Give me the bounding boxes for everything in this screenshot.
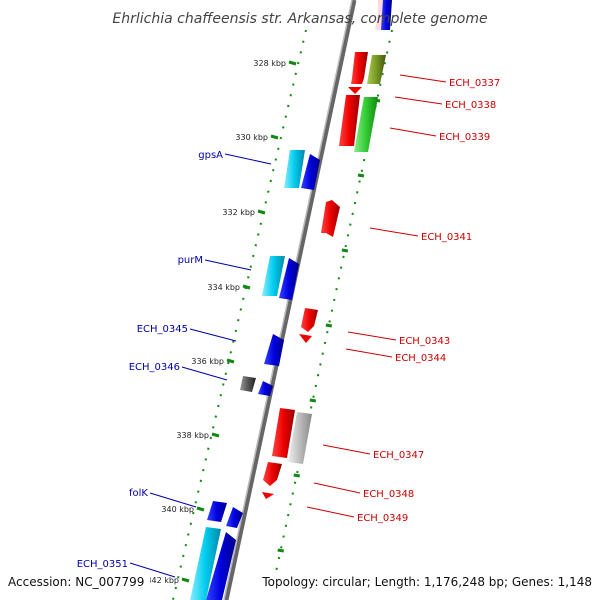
gene-purM[interactable]: [279, 258, 299, 300]
gene-purM-cyan[interactable]: [262, 256, 285, 296]
scale-tick: [181, 577, 190, 583]
scale-tick: [257, 209, 266, 215]
label-ech-0347[interactable]: ECH_0347: [373, 450, 424, 461]
left-gene-labels: gpsA purM ECH_0345 ECH_0346 folK ECH_035…: [77, 150, 223, 570]
scale-tick: [288, 60, 297, 66]
scale-label: 336 kbp: [191, 357, 224, 366]
gene-gpsA-cyan[interactable]: [284, 150, 305, 188]
scale-tick: [211, 432, 220, 438]
scale-label: 334 kbp: [207, 283, 240, 292]
gene-ech-0345[interactable]: [264, 334, 284, 366]
gene-ech-0351-cyan[interactable]: [190, 527, 221, 600]
genome-summary: Topology: circular; Length: 1,176,248 bp…: [261, 575, 592, 589]
label-gpsA[interactable]: gpsA: [198, 150, 223, 161]
scale-label: 328 kbp: [253, 59, 286, 68]
gene-ech-0337b[interactable]: [367, 55, 386, 84]
forward-genes: [262, 0, 392, 499]
gene-ech-0337[interactable]: [351, 52, 368, 84]
gene-ech-0348[interactable]: [263, 462, 282, 486]
gene-ech-0347b[interactable]: [288, 412, 312, 464]
label-ech-0346[interactable]: ECH_0346: [129, 362, 180, 373]
gene-ech-0341[interactable]: [321, 200, 340, 237]
footer-backdrop-left: [0, 571, 150, 593]
scale-label: 340 kbp: [161, 505, 194, 514]
major-ticks: [181, 60, 381, 583]
gene-ech-0351[interactable]: [206, 532, 236, 600]
gene-ech-0347a[interactable]: [272, 408, 295, 458]
gene-top-blue[interactable]: [381, 0, 392, 30]
genome-backbone-highlight: [223, 0, 353, 600]
minor-tick: [309, 398, 317, 403]
reverse-genes: [190, 150, 320, 600]
minor-tick: [325, 323, 333, 328]
gene-ech-0338[interactable]: [348, 87, 362, 94]
scale-label: 338 kbp: [176, 431, 209, 440]
accession-text: Accession: NC_007799: [8, 575, 144, 589]
right-leader-lines: [306, 74, 447, 518]
label-ech-0338[interactable]: ECH_0338: [445, 100, 496, 111]
label-ech-0345[interactable]: ECH_0345: [137, 324, 188, 335]
scale-labels: 328 kbp 330 kbp 332 kbp 334 kbp 336 kbp 338 k…: [146, 59, 286, 585]
scale-tick: [242, 284, 251, 290]
label-ech-0343[interactable]: ECH_0343: [399, 336, 450, 347]
right-gene-labels: ECH_0337 ECH_0338 ECH_0339 ECH_0341 ECH_…: [357, 78, 500, 524]
label-ech-0351[interactable]: ECH_0351: [77, 559, 128, 570]
genome-backbone: [223, 0, 357, 600]
gene-ech-0339b[interactable]: [354, 97, 378, 152]
minor-tick: [293, 473, 301, 478]
scale-tick: [196, 506, 205, 512]
left-leader-lines: [129, 153, 272, 578]
gene-ech-0349[interactable]: [262, 492, 274, 499]
minor-tick: [341, 248, 349, 253]
gene-ech-0346[interactable]: [258, 381, 273, 396]
gene-ech-0346-gray[interactable]: [240, 376, 256, 392]
gene-ech-0343[interactable]: [301, 308, 318, 332]
scale-label: 342 kbp: [146, 576, 179, 585]
minor-tick: [277, 548, 284, 553]
footer-backdrop-right: [256, 571, 600, 593]
gene-folK-b[interactable]: [226, 507, 243, 528]
gene-ech-0339a[interactable]: [339, 95, 360, 146]
label-ech-0337[interactable]: ECH_0337: [449, 78, 500, 89]
label-folK[interactable]: folK: [129, 488, 148, 499]
map-title: Ehrlichia chaffeensis str. Arkansas, com…: [112, 11, 487, 27]
gene-ech-0344[interactable]: [299, 334, 312, 343]
label-ech-0344[interactable]: ECH_0344: [395, 353, 446, 364]
scale-label: 332 kbp: [222, 208, 255, 217]
label-ech-0339[interactable]: ECH_0339: [439, 132, 490, 143]
gene-gpsA[interactable]: [301, 154, 320, 190]
right-tick-rail: [269, 29, 393, 600]
scale-tick: [270, 134, 279, 140]
scale-label: 330 kbp: [235, 133, 268, 142]
label-ech-0349[interactable]: ECH_0349: [357, 513, 408, 524]
gene-folK-a[interactable]: [207, 501, 227, 522]
label-ech-0348[interactable]: ECH_0348: [363, 489, 414, 500]
minor-tick: [357, 173, 365, 178]
label-ech-0341[interactable]: ECH_0341: [421, 232, 472, 243]
scale-tick: [226, 358, 235, 364]
label-purM[interactable]: purM: [178, 255, 203, 266]
